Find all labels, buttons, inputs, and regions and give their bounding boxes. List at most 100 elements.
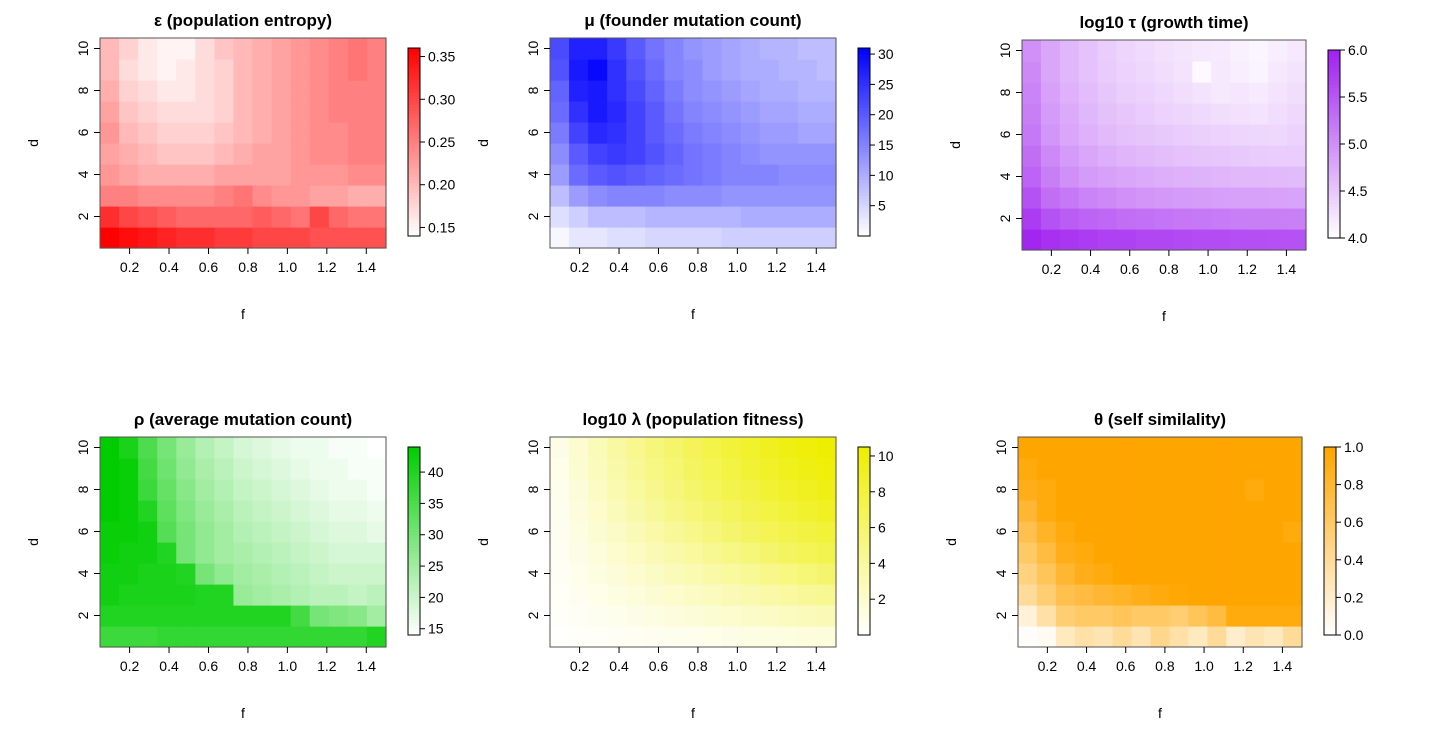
- heatmap-cell: [721, 206, 742, 228]
- colorbar-segment: [408, 506, 420, 511]
- colorbar-segment: [858, 204, 870, 209]
- colorbar-segment: [858, 528, 870, 533]
- heatmap-cell: [778, 122, 799, 144]
- x-tick-label: 1.0: [1194, 658, 1214, 674]
- heatmap-cell: [290, 206, 311, 228]
- x-tick-label: 0.8: [238, 658, 258, 674]
- colorbar-segment: [858, 54, 870, 58]
- heatmap-cell: [702, 185, 723, 207]
- heatmap-cell: [1078, 124, 1099, 146]
- heatmap-cell: [119, 38, 139, 60]
- heatmap-cell: [1188, 584, 1208, 606]
- heatmap-cell: [1211, 124, 1231, 146]
- heatmap-cell: [626, 521, 646, 543]
- heatmap-cell: [328, 101, 349, 123]
- heatmap-cell: [721, 227, 742, 249]
- heatmap-cell: [550, 542, 570, 564]
- heatmap-cell: [1211, 82, 1231, 104]
- heatmap-cell: [176, 38, 196, 60]
- colorbar-tick-label: 15: [428, 621, 444, 637]
- heatmap-cell: [1169, 437, 1189, 459]
- heatmap-cell: [1264, 626, 1284, 648]
- heatmap-cell: [607, 143, 627, 165]
- heatmap-cell: [1135, 229, 1156, 251]
- colorbar-segment: [1324, 569, 1336, 573]
- y-tick-label: 8: [525, 485, 541, 493]
- heatmap-cell: [721, 143, 742, 165]
- colorbar-segment: [408, 123, 420, 127]
- x-tick-label: 1.4: [357, 259, 377, 275]
- heatmap-cell: [1173, 61, 1193, 83]
- heatmap-cell: [233, 38, 254, 60]
- heatmap-cell: [100, 122, 120, 144]
- heatmap-cell: [328, 206, 349, 228]
- heatmap-cell: [797, 479, 818, 501]
- heatmap-cell: [309, 563, 330, 585]
- heatmap-cell: [290, 143, 311, 165]
- colorbar-frame: [407, 446, 421, 636]
- heatmap-cell: [309, 101, 330, 123]
- heatmap-cell: [645, 38, 665, 60]
- colorbar-segment: [858, 192, 870, 196]
- heatmap-cell: [1131, 500, 1152, 522]
- x-tick-label: 1.2: [317, 658, 337, 674]
- heatmap-cell: [740, 59, 761, 81]
- heatmap-cell: [195, 185, 215, 207]
- heatmap-cell: [645, 164, 665, 186]
- heatmap-cell: [290, 101, 311, 123]
- heatmap-cell: [214, 521, 235, 543]
- heatmap-cell: [721, 458, 742, 480]
- heatmap-cell: [1112, 500, 1133, 522]
- heatmap-cell: [1283, 563, 1303, 585]
- colorbar-segment: [1328, 65, 1340, 70]
- heatmap-cell: [100, 59, 120, 81]
- heatmap-cell: [1226, 584, 1246, 606]
- heatmap-cell: [138, 479, 158, 501]
- heatmap-cell: [797, 500, 818, 522]
- heatmap-cell: [1169, 563, 1189, 585]
- heatmap-cell: [1264, 605, 1284, 627]
- heatmap-cell: [195, 521, 215, 543]
- heatmap-cell: [1055, 437, 1076, 459]
- heatmap-cell: [138, 437, 158, 459]
- x-tick-label: 0.8: [1159, 261, 1179, 277]
- heatmap-cell: [569, 605, 589, 627]
- colorbar-segment: [1328, 165, 1340, 170]
- heatmap-cell: [1287, 40, 1307, 62]
- heatmap-cell: [1059, 229, 1080, 251]
- colorbar-segment: [858, 198, 870, 203]
- heatmap-cell: [1207, 458, 1227, 480]
- heatmap-cell: [1078, 145, 1099, 167]
- heatmap-cell: [626, 38, 646, 60]
- colorbar-segment: [408, 101, 420, 105]
- heatmap-cell: [569, 437, 589, 459]
- heatmap-cell: [721, 605, 742, 627]
- heatmap-cell: [1226, 479, 1246, 501]
- heatmap-cell: [1169, 584, 1189, 606]
- colorbar-tick-label: 40: [428, 464, 444, 480]
- heatmap-cell: [100, 437, 120, 459]
- heatmap-cell: [176, 437, 196, 459]
- heatmap-cell: [1093, 605, 1114, 627]
- colorbar-segment: [1324, 525, 1336, 529]
- heatmap-cell: [588, 458, 608, 480]
- heatmap-cell: [1040, 124, 1061, 146]
- heatmap-cell: [138, 185, 158, 207]
- heatmap-cell: [721, 479, 742, 501]
- colorbar-segment: [1328, 93, 1340, 98]
- heatmap-cell: [740, 80, 761, 102]
- heatmap-cell: [1112, 479, 1133, 501]
- heatmap-cell: [797, 458, 818, 480]
- heatmap-cell: [233, 479, 254, 501]
- heatmap-cell: [607, 500, 627, 522]
- heatmap-cell: [1078, 187, 1099, 209]
- heatmap-cell: [1283, 605, 1303, 627]
- heatmap-cell: [1093, 458, 1114, 480]
- heatmap-cell: [233, 521, 254, 543]
- x-tick-label: 1.4: [1277, 261, 1297, 277]
- colorbar-segment: [1328, 53, 1340, 57]
- heatmap-cell: [290, 437, 311, 459]
- y-tick-label: 6: [993, 527, 1009, 535]
- colorbar-segment: [1328, 222, 1340, 226]
- colorbar-segment: [408, 472, 420, 476]
